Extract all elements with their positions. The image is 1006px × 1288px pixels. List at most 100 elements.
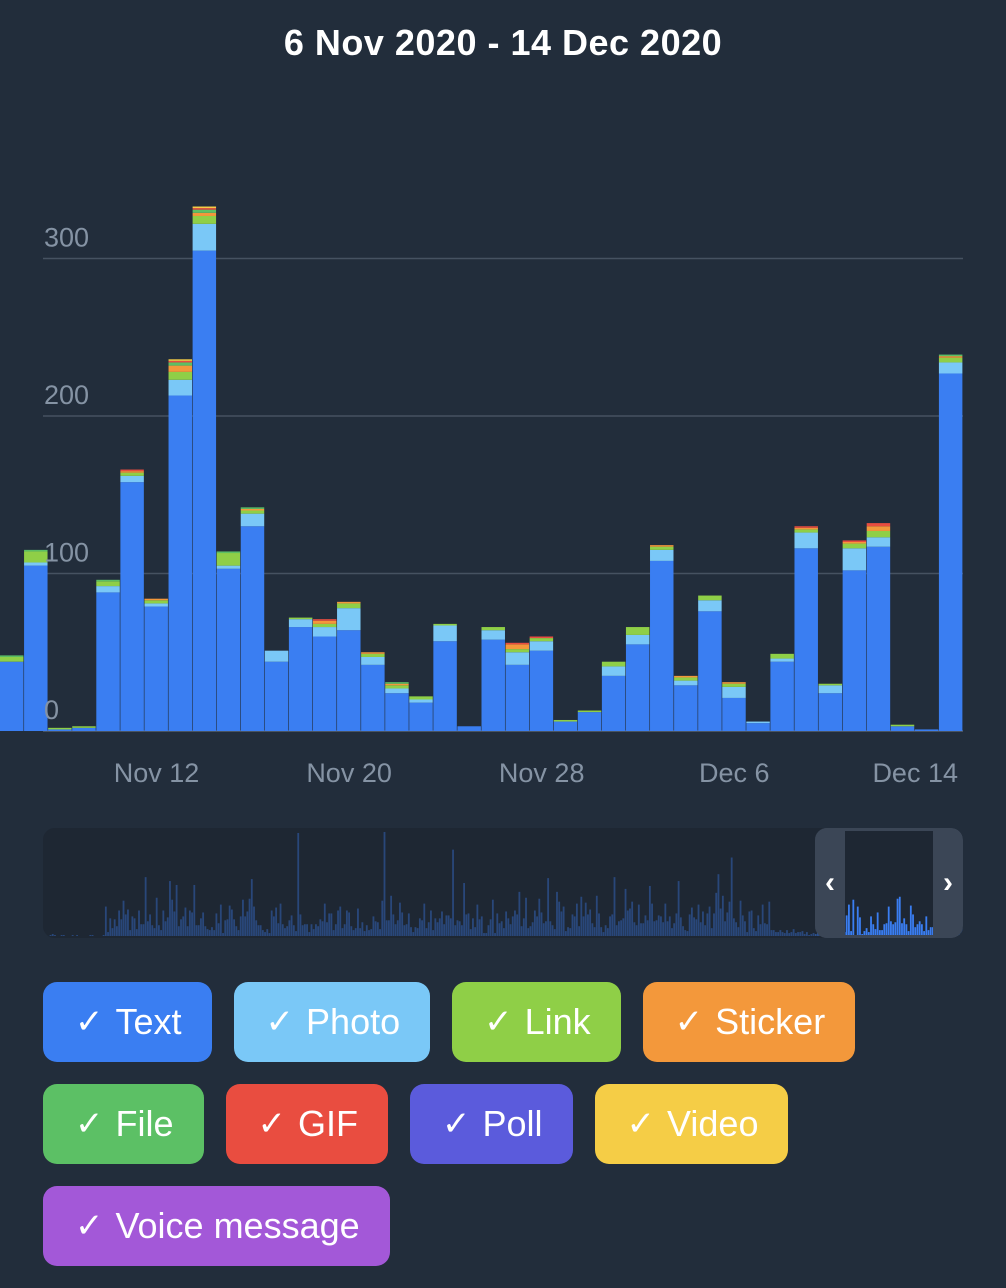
- bar-segment-text[interactable]: [216, 568, 241, 731]
- bar-segment-text[interactable]: [120, 482, 144, 731]
- bar-stack-dec-5[interactable]: [698, 595, 722, 731]
- bar-segment-text[interactable]: [312, 636, 337, 732]
- bar-segment-photo[interactable]: [866, 537, 891, 547]
- bar-stack-nov-9[interactable]: [72, 726, 96, 731]
- bar-segment-photo[interactable]: [288, 619, 313, 628]
- bar-stack-nov-22[interactable]: [385, 682, 409, 731]
- bar-segment-sticker[interactable]: [361, 652, 385, 654]
- bar-segment-text[interactable]: [144, 606, 168, 731]
- bar-segment-photo[interactable]: [96, 586, 120, 593]
- bar-segment-sticker[interactable]: [674, 675, 698, 678]
- bar-segment-text[interactable]: [722, 697, 746, 731]
- bar-segment-link[interactable]: [361, 653, 385, 657]
- bar-segment-sticker[interactable]: [240, 508, 265, 511]
- bar-segment-photo[interactable]: [650, 549, 674, 561]
- bar-segment-text[interactable]: [794, 548, 818, 731]
- bar-stack-dec-3[interactable]: [650, 545, 674, 731]
- bar-segment-sticker[interactable]: [505, 644, 530, 650]
- bar-segment-video[interactable]: [192, 206, 217, 209]
- bar-stack-dec-11[interactable]: [842, 540, 867, 731]
- bar-segment-sticker[interactable]: [866, 526, 891, 531]
- bar-segment-link[interactable]: [577, 710, 602, 713]
- bar-segment-link[interactable]: [601, 661, 626, 667]
- filter-chip-file[interactable]: ✓ File: [43, 1084, 204, 1164]
- bar-segment-text[interactable]: [938, 373, 963, 731]
- bar-segment-file[interactable]: [385, 682, 409, 684]
- bar-segment-photo[interactable]: [746, 721, 770, 724]
- bar-stack-nov-8[interactable]: [48, 727, 72, 731]
- bar-segment-link[interactable]: [698, 595, 722, 601]
- bar-segment-text[interactable]: [361, 664, 385, 731]
- bar-segment-photo[interactable]: [842, 548, 867, 571]
- bar-segment-text[interactable]: [264, 661, 289, 731]
- bar-segment-text[interactable]: [24, 565, 48, 732]
- bar-segment-link[interactable]: [722, 683, 746, 687]
- bar-segment-sticker[interactable]: [385, 683, 409, 686]
- bar-stack-nov-19[interactable]: [312, 619, 337, 732]
- bar-segment-link[interactable]: [794, 529, 818, 533]
- bar-segment-text[interactable]: [746, 723, 770, 732]
- bar-segment-text[interactable]: [505, 664, 530, 731]
- bar-segment-link[interactable]: [409, 696, 433, 700]
- bar-segment-text[interactable]: [698, 611, 722, 731]
- bar-segment-file[interactable]: [168, 362, 192, 366]
- bar-stack-nov-28[interactable]: [529, 636, 554, 732]
- bar-segment-sticker[interactable]: [337, 601, 361, 604]
- bar-segment-link[interactable]: [433, 623, 457, 626]
- bar-segment-photo[interactable]: [144, 603, 168, 607]
- bar-segment-file[interactable]: [240, 507, 265, 509]
- bar-stack-dec-15[interactable]: [938, 354, 963, 731]
- bar-segment-sticker[interactable]: [722, 682, 746, 684]
- filter-chip-photo[interactable]: ✓ Photo: [233, 982, 431, 1062]
- bar-stack-nov-11[interactable]: [120, 469, 144, 731]
- bar-stack-nov-25[interactable]: [457, 726, 481, 731]
- bar-stack-dec-4[interactable]: [674, 675, 698, 731]
- bar-segment-text[interactable]: [457, 726, 481, 731]
- bar-segment-photo[interactable]: [409, 699, 433, 703]
- bar-segment-photo[interactable]: [794, 532, 818, 549]
- bar-segment-text[interactable]: [288, 627, 313, 731]
- bar-segment-gif[interactable]: [842, 540, 867, 542]
- bar-segment-photo[interactable]: [240, 513, 265, 527]
- bar-segment-text[interactable]: [577, 712, 602, 731]
- bar-segment-link[interactable]: [529, 638, 554, 642]
- bar-segment-text[interactable]: [818, 693, 843, 731]
- bar-segment-photo[interactable]: [529, 641, 554, 651]
- bar-segment-text[interactable]: [168, 395, 192, 731]
- bar-segment-sticker[interactable]: [794, 527, 818, 530]
- bar-stack-nov-30[interactable]: [577, 710, 602, 731]
- bar-stack-dec-13[interactable]: [890, 724, 915, 731]
- bar-segment-photo[interactable]: [722, 686, 746, 698]
- bar-segment-text[interactable]: [433, 641, 457, 731]
- bar-segment-link[interactable]: [0, 656, 24, 662]
- bar-segment-text[interactable]: [890, 726, 915, 731]
- bar-segment-photo[interactable]: [601, 666, 626, 676]
- bar-segment-gif[interactable]: [120, 469, 144, 472]
- bar-stack-dec-6[interactable]: [722, 682, 746, 731]
- bar-segment-link[interactable]: [96, 581, 120, 587]
- range-handle-right[interactable]: ›: [933, 828, 963, 938]
- bar-segment-link[interactable]: [818, 683, 843, 686]
- bar-stack-nov-24[interactable]: [433, 623, 457, 731]
- bar-stack-dec-2[interactable]: [625, 627, 650, 732]
- bar-segment-text[interactable]: [192, 250, 217, 732]
- bar-stack-nov-27[interactable]: [505, 642, 530, 731]
- bar-stack-nov-15[interactable]: [216, 551, 241, 731]
- bar-segment-text[interactable]: [529, 650, 554, 731]
- bar-segment-text[interactable]: [337, 630, 361, 731]
- bar-stack-nov-7[interactable]: [24, 549, 48, 732]
- bar-segment-video[interactable]: [168, 359, 192, 361]
- bar-stack-nov-20[interactable]: [337, 601, 361, 731]
- filter-chip-gif[interactable]: ✓ GIF: [225, 1084, 389, 1164]
- bar-segment-link[interactable]: [120, 472, 144, 476]
- bar-segment-link[interactable]: [842, 543, 867, 549]
- bar-stack-nov-12[interactable]: [144, 598, 168, 731]
- range-navigator[interactable]: ‹ ›: [43, 828, 963, 938]
- bar-segment-gif[interactable]: [866, 523, 891, 527]
- filter-chip-poll[interactable]: ✓ Poll: [410, 1084, 573, 1164]
- bar-segment-text[interactable]: [866, 546, 891, 732]
- bar-segment-photo[interactable]: [337, 608, 361, 631]
- bar-segment-link[interactable]: [48, 727, 72, 730]
- bar-segment-link[interactable]: [938, 357, 963, 363]
- bar-segment-photo[interactable]: [698, 600, 722, 612]
